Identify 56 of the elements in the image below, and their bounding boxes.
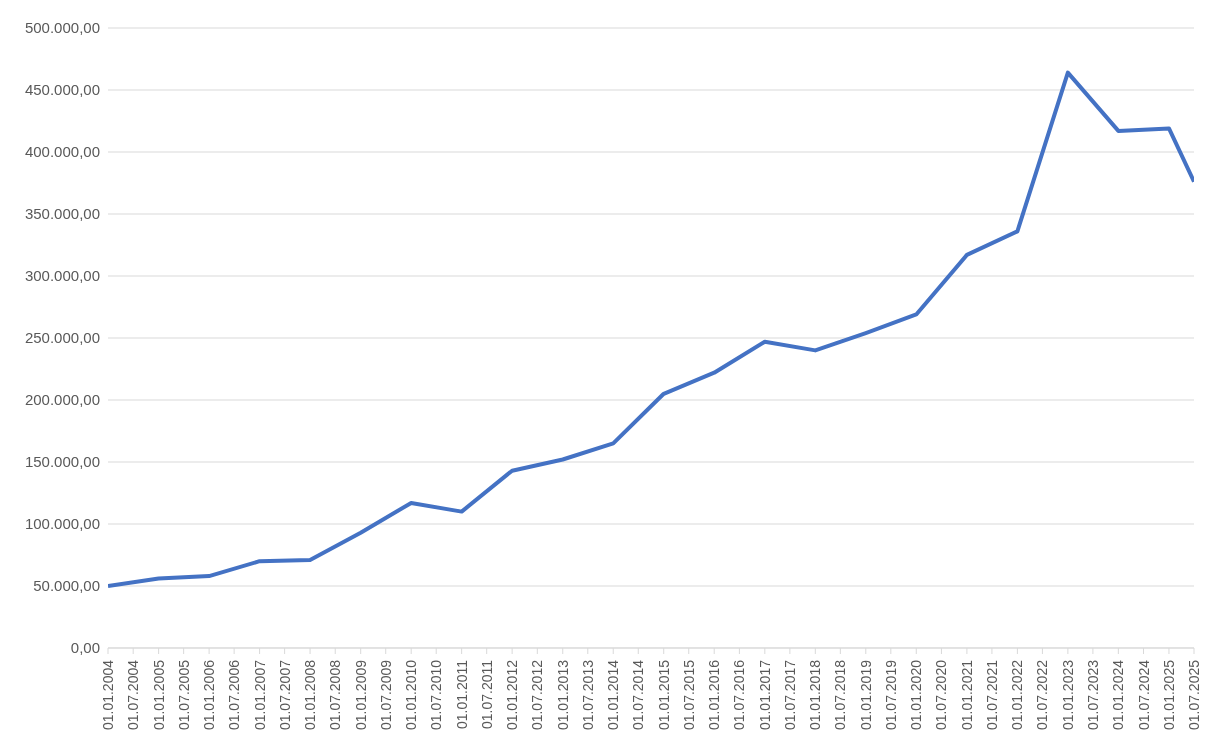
y-tick-label: 150.000,00 [24,453,100,471]
x-tick-label: 01.07.2015 [680,659,697,731]
x-tick-label: 01.07.2021 [983,659,1000,731]
x-tick-label: 01.07.2014 [630,659,647,731]
x-tick-label: 01.07.2025 [1186,659,1202,731]
x-tick-label: 01.07.2011 [478,659,495,730]
y-tick-label: 450.000,00 [24,81,100,99]
y-tick-label: 200.000,00 [24,391,100,409]
x-tick-label: 01.07.2004 [125,659,142,731]
x-tick-label: 01.07.2020 [933,659,950,731]
y-tick-label: 50.000,00 [33,577,100,595]
x-tick-label: 01.01.2022 [1009,659,1026,731]
x-tick-label: 01.07.2005 [175,659,192,731]
y-tick-label: 300.000,00 [24,267,100,285]
x-tick-label: 01.07.2017 [781,659,798,731]
x-tick-label: 01.07.2023 [1084,659,1101,731]
x-tick-label: 01.01.2017 [756,659,773,731]
y-tick-label: 100.000,00 [24,515,100,533]
x-tick-label: 01.01.2016 [706,659,723,731]
x-tick-label: 01.07.2018 [832,659,849,731]
x-tick-label: 01.07.2013 [579,659,596,731]
y-tick-label: 500.000,00 [24,19,100,37]
x-tick-label: 01.07.2007 [276,659,293,731]
x-tick-label: 01.01.2008 [302,659,319,731]
x-tick-label: 01.01.2015 [655,659,672,731]
x-tick-label: 01.01.2009 [352,659,369,731]
x-tick-label: 01.01.2025 [1160,659,1177,731]
line-series [108,70,1194,588]
x-tick-label: 01.01.2011 [453,659,470,730]
x-tick-label: 01.07.2010 [428,659,445,731]
x-tick-label: 01.07.2008 [327,659,344,731]
x-tick-label: 01.01.2007 [251,659,268,731]
x-tick-label: 01.07.2022 [1034,659,1051,731]
x-tick-label: 01.01.2012 [504,659,521,731]
y-tick-label: 350.000,00 [24,205,100,223]
x-tick-label: 01.01.2021 [958,659,975,731]
x-tick-label: 01.01.2004 [100,659,116,731]
x-tick-label: 01.01.2020 [908,659,925,731]
y-tick-label: 250.000,00 [24,329,100,347]
x-tick-label: 01.01.2019 [857,659,874,731]
x-tick-label: 01.01.2014 [605,659,622,731]
x-tick-label: 01.01.2013 [554,659,571,731]
x-tick-label: 01.07.2012 [529,659,546,731]
x-tick-label: 01.01.2018 [807,659,824,731]
x-tick-label: 01.07.2024 [1135,659,1152,731]
x-tick-label: 01.07.2019 [882,659,899,731]
x-tick-label: 01.07.2016 [731,659,748,731]
x-tick-label: 01.07.2006 [226,659,243,731]
x-tick-label: 01.01.2006 [201,659,218,731]
x-tick-label: 01.07.2009 [377,659,394,731]
y-tick-label: 400.000,00 [24,143,100,161]
y-tick-label: 0,00 [70,639,100,657]
x-tick-label: 01.01.2005 [150,659,167,731]
x-tick-label: 01.01.2023 [1059,659,1076,731]
x-tick-label: 01.01.2010 [403,659,420,731]
x-tick-label: 01.01.2024 [1110,659,1127,731]
